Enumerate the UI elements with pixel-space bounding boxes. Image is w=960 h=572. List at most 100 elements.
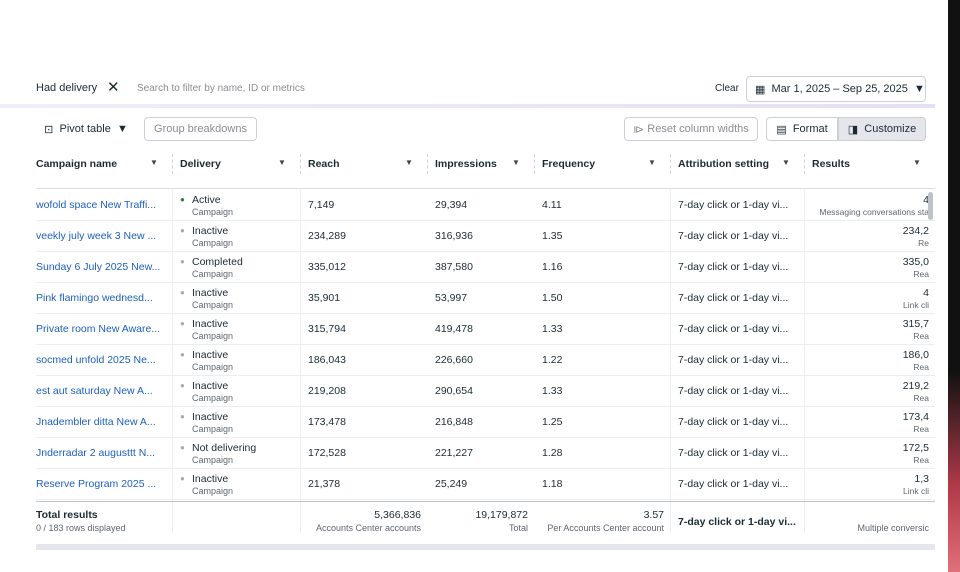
filter-chip[interactable]: Had delivery [36, 82, 98, 94]
column-header[interactable]: Impressions [435, 158, 497, 170]
campaign-link[interactable]: wofold space New Traffi... [36, 199, 157, 211]
result-type: Link cli [903, 300, 929, 310]
column-header[interactable]: Attribution setting [678, 158, 769, 170]
sort-icon[interactable]: ▼ [278, 158, 286, 167]
result-type: Messaging conversations sta [819, 207, 929, 217]
result: 234,2 [902, 225, 929, 237]
result: 1,3 [914, 473, 929, 485]
status-dot: ● [180, 443, 185, 452]
sort-icon[interactable]: ▼ [913, 158, 921, 167]
row-line [36, 220, 935, 221]
reach: 172,528 [308, 447, 346, 459]
campaign-link[interactable]: socmed unfold 2025 Ne... [36, 354, 156, 366]
frequency: 1.28 [542, 447, 563, 459]
sort-icon[interactable]: ▼ [150, 158, 158, 167]
frequency: 1.50 [542, 292, 563, 304]
result-type: Rea [913, 455, 929, 465]
result: 186,0 [902, 349, 929, 361]
column-header[interactable]: Delivery [180, 158, 221, 170]
pivot-button[interactable]: ⊡ Pivot table ▼ [36, 117, 136, 141]
format-label: Format [792, 123, 828, 135]
row-line [36, 251, 935, 252]
delivery-level: Campaign [192, 238, 234, 248]
column-header[interactable]: Frequency [542, 158, 596, 170]
result: 335,0 [902, 256, 929, 268]
h-scrollbar[interactable] [36, 544, 935, 550]
column-header[interactable]: Campaign name [36, 158, 118, 170]
reach: 186,043 [308, 354, 346, 366]
sort-icon[interactable]: ▼ [405, 158, 413, 167]
frequency: 1.35 [542, 230, 563, 242]
attribution: 7-day click or 1-day vi... [678, 478, 789, 490]
row-line [36, 499, 935, 500]
delivery-status: Inactive [192, 380, 229, 392]
result-type: Link cli [903, 486, 929, 496]
group-button[interactable]: Group breakdowns [144, 117, 257, 141]
delivery-level: Campaign [192, 269, 234, 279]
delivery-level: Campaign [192, 331, 234, 341]
attribution: 7-day click or 1-day vi... [678, 447, 789, 459]
reach: 315,794 [308, 323, 346, 335]
sort-icon[interactable]: ▼ [648, 158, 656, 167]
status-dot: ● [180, 350, 185, 359]
campaign-link[interactable]: Jnadembler ditta New A... [36, 416, 156, 428]
col-sep [534, 154, 535, 174]
customize-button[interactable]: ◨ Customize [838, 117, 926, 141]
column-header[interactable]: Results [812, 158, 850, 170]
campaign-link[interactable]: Pink flamingo wednesd... [36, 292, 153, 304]
reach: 35,901 [308, 292, 341, 304]
delivery-status: Inactive [192, 287, 229, 299]
divider [0, 104, 935, 108]
delivery-status: Inactive [192, 225, 229, 237]
campaign-link[interactable]: Reserve Program 2025 ... [36, 478, 157, 490]
format-button[interactable]: ▤ Format [766, 117, 838, 141]
chip-close[interactable]: ✕ [107, 79, 120, 96]
date-picker[interactable]: ▦ Mar 1, 2025 – Sep 25, 2025 ▼ [746, 76, 926, 102]
pivot-label: Pivot table [59, 123, 111, 135]
status-dot: ● [180, 381, 185, 390]
delivery-status: Not delivering [192, 442, 257, 454]
totals-label: Total results [36, 509, 98, 521]
reach: 335,012 [308, 261, 346, 273]
delivery-status: Inactive [192, 318, 229, 330]
v-scrollbar[interactable] [928, 192, 933, 220]
result-type: Re [918, 238, 929, 248]
result-type: Rea [913, 269, 929, 279]
status-dot: ● [180, 257, 185, 266]
result: 173,4 [902, 411, 929, 423]
sort-icon[interactable]: ▼ [512, 158, 520, 167]
result-type: Rea [913, 362, 929, 372]
result: 172,5 [902, 442, 929, 454]
result-type: Rea [913, 331, 929, 341]
row-line [36, 313, 935, 314]
impressions: 316,936 [435, 230, 473, 242]
frequency: 1.33 [542, 323, 563, 335]
total-results-sub: Multiple conversic [857, 523, 929, 533]
campaign-link[interactable]: veekly july week 3 New ... [36, 230, 157, 242]
col-sep [300, 154, 301, 174]
reset-button[interactable]: ⧐ Reset column widths [624, 117, 758, 141]
sort-icon[interactable]: ▼ [782, 158, 790, 167]
attribution: 7-day click or 1-day vi... [678, 292, 789, 304]
result: 4 [923, 194, 929, 206]
total-frequency: 3.57 [643, 509, 664, 521]
campaign-link[interactable]: Jnderradar 2 augusttt N... [36, 447, 156, 459]
result: 219,2 [902, 380, 929, 392]
clear-button[interactable]: Clear [715, 83, 739, 94]
delivery-status: Completed [192, 256, 243, 268]
campaign-link[interactable]: Sunday 6 July 2025 New... [36, 261, 161, 273]
status-dot: ● [180, 226, 185, 235]
column-header[interactable]: Reach [308, 158, 340, 170]
col-line [300, 188, 301, 533]
result-type: Rea [913, 393, 929, 403]
search-input[interactable]: Search to filter by name, ID or metrics [137, 83, 305, 94]
row-line [36, 282, 935, 283]
campaign-link[interactable]: est aut saturday New A... [36, 385, 153, 397]
row-line [36, 375, 935, 376]
frequency: 1.18 [542, 478, 563, 490]
total-reach: 5,366,836 [374, 509, 421, 521]
campaign-link[interactable]: Private room New Aware... [36, 323, 161, 335]
row-line [36, 437, 935, 438]
reach: 7,149 [308, 199, 335, 211]
